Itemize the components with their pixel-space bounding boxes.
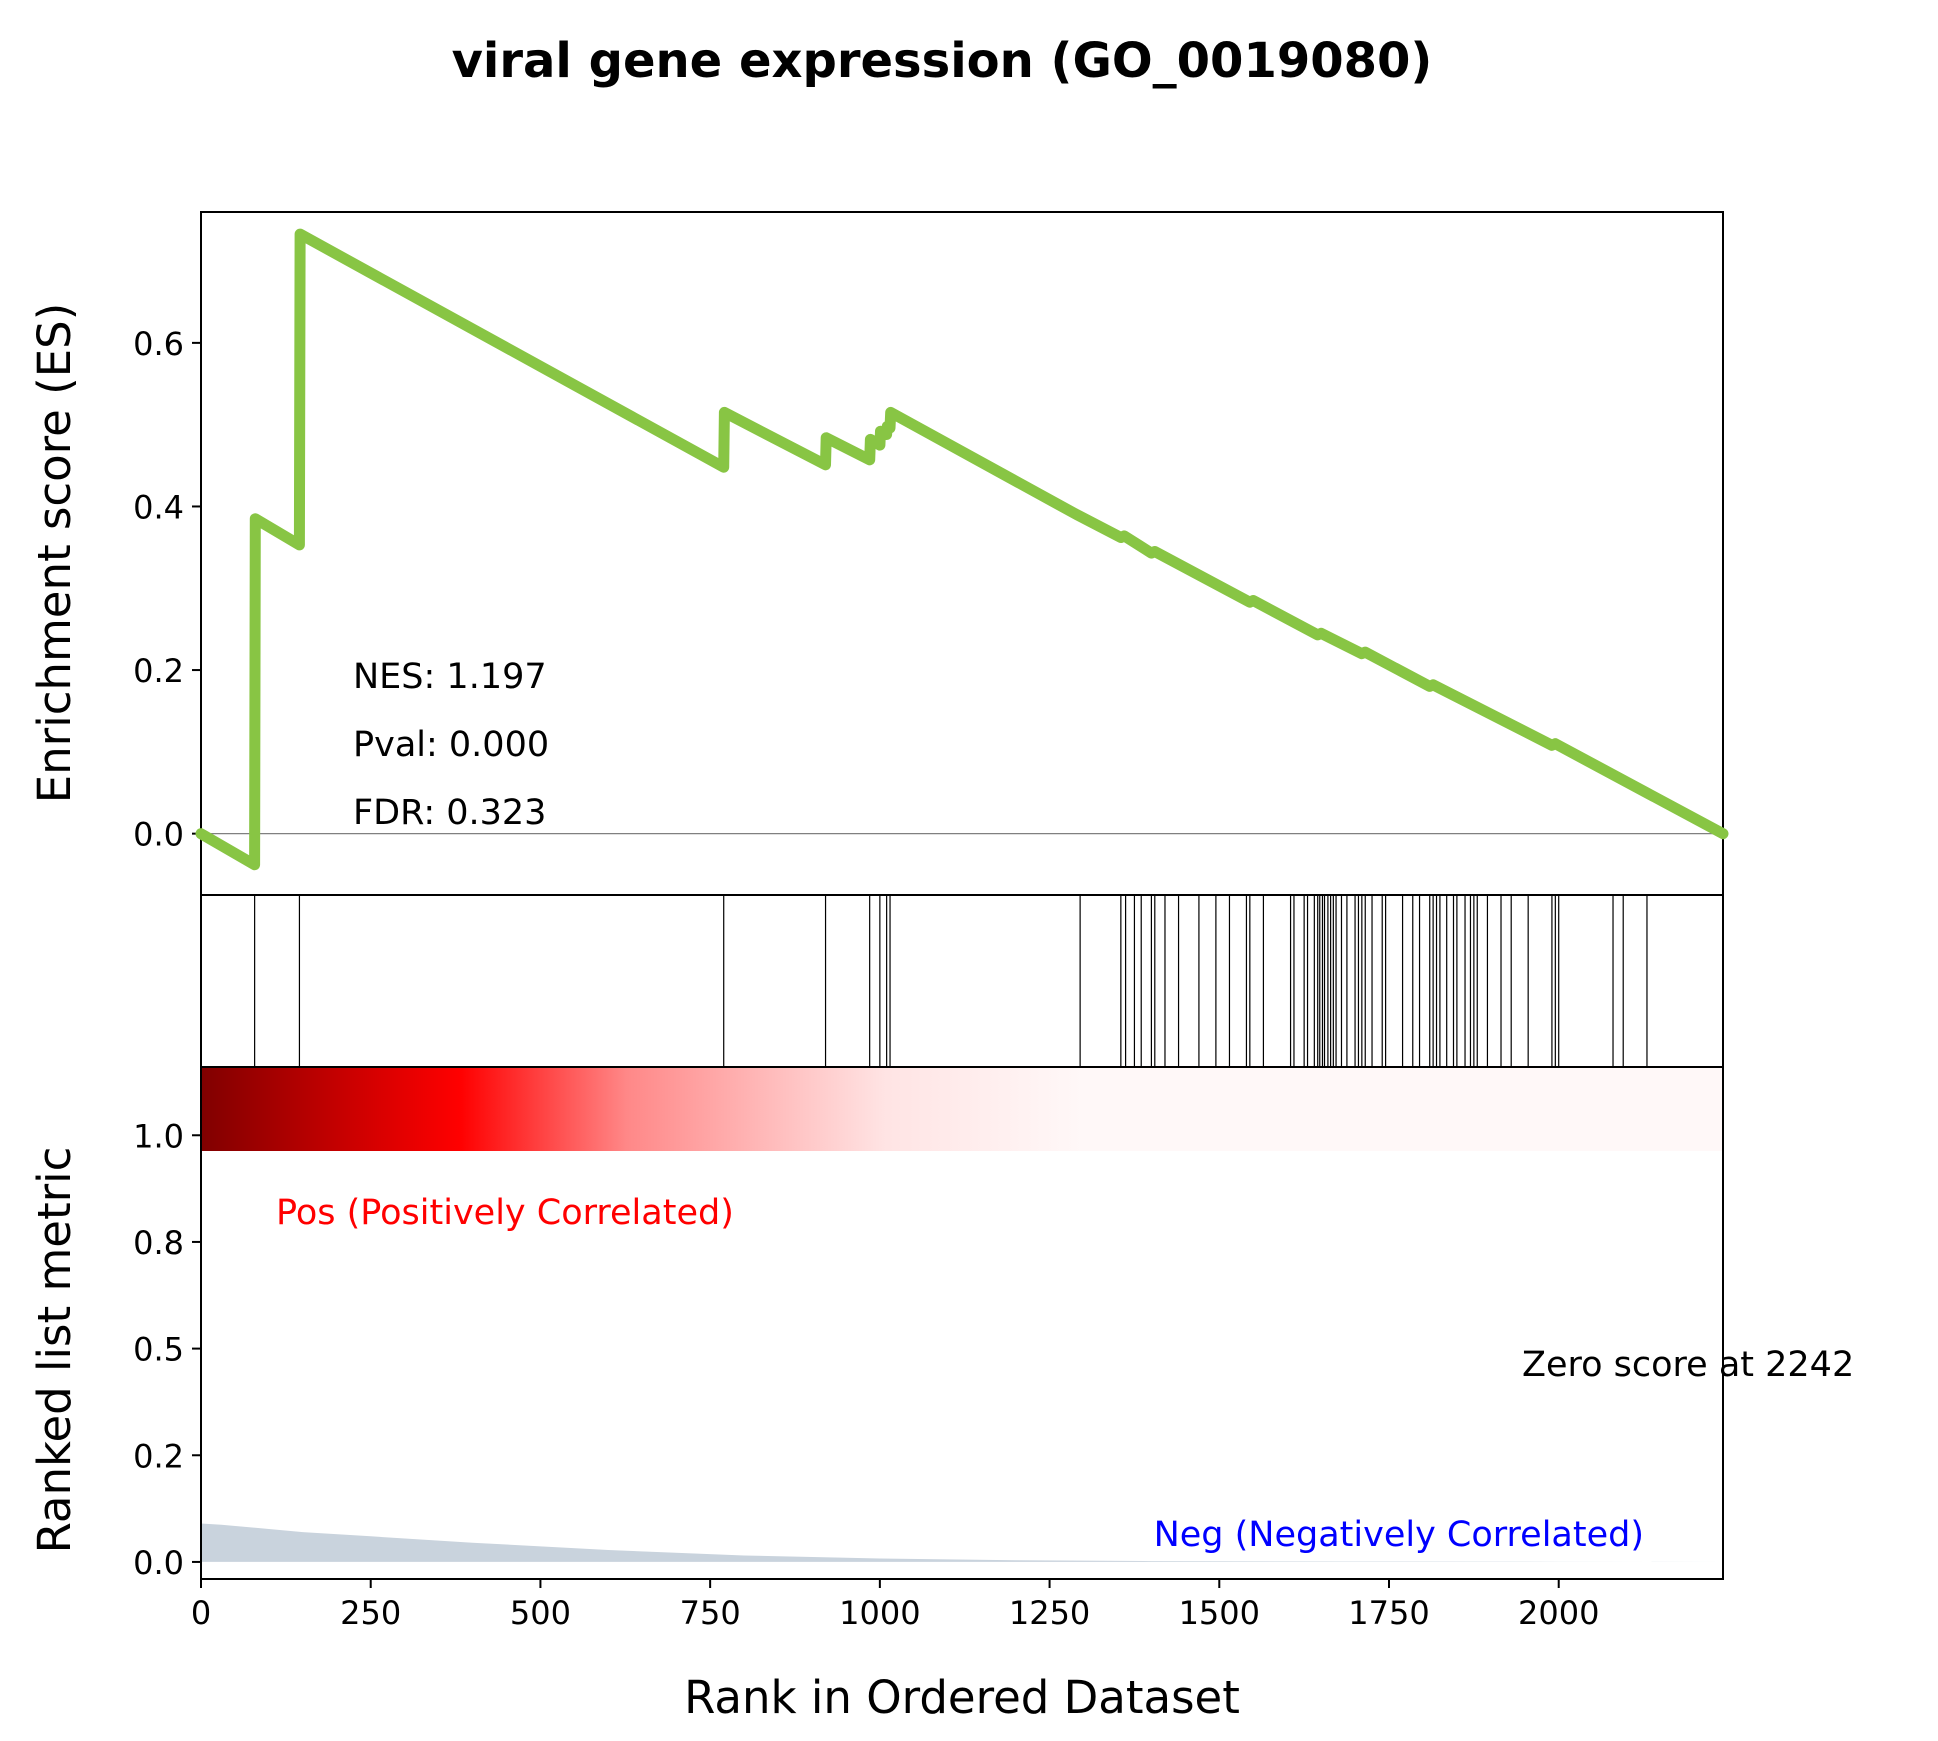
hits-panel-frame (200, 894, 1724, 1068)
x-axis-label: Rank in Ordered Dataset (684, 1671, 1240, 1724)
es-running-sum-line (195, 228, 1729, 871)
chart-title: viral gene expression (GO_0019080) (452, 33, 1433, 89)
x-tick-label: 500 (510, 1594, 571, 1632)
x-tick-label: 0 (191, 1594, 211, 1632)
es-y-tick-label: 0.4 (133, 488, 184, 526)
rank-y-ticks: 0.0 0.2 0.5 0.8 1.0 (133, 1117, 201, 1582)
es-stat-fdr: FDR: 0.323 (353, 793, 546, 833)
ranked-metric-area (201, 1523, 1723, 1562)
x-tick-label: 1250 (1009, 1594, 1090, 1632)
x-tick-label: 250 (340, 1594, 401, 1632)
es-stat-pval: Pval: 0.000 (353, 725, 549, 765)
es-y-tick-label: 0.0 (133, 816, 184, 854)
rank-y-tick-label: 1.0 (133, 1117, 184, 1155)
rank-panel-frame (200, 1066, 1724, 1580)
rank-y-tick-label: 0.5 (133, 1331, 184, 1369)
x-tick-label: 1750 (1348, 1594, 1429, 1632)
es-y-tick-label: 0.6 (133, 325, 184, 363)
rank-y-axis-label: Ranked list metric (28, 1147, 81, 1554)
x-tick-label: 1500 (1179, 1594, 1260, 1632)
enrichment-score-panel: 0.0 0.2 0.4 0.6 NES: 1.197 Pval: 0.000 FDR:… (28, 211, 1729, 896)
ranked-metric-panel: 0.0 0.2 0.5 0.8 1.0 Pos (Positively Correlat… (28, 1066, 1854, 1582)
zero-score-label: Zero score at 2242 (1522, 1345, 1854, 1385)
gene-hits-panel (200, 894, 1724, 1068)
x-tick-label: 750 (680, 1594, 741, 1632)
rank-y-tick-label: 0.8 (133, 1224, 184, 1262)
negative-correlation-label: Neg (Negatively Correlated) (1154, 1515, 1644, 1555)
hit-marks (254, 895, 1648, 1067)
rank-y-tick-label: 0.2 (133, 1437, 184, 1475)
es-y-ticks: 0.0 0.2 0.4 0.6 (133, 325, 201, 854)
x-axis-ticks: 0 250 500 750 1000 1250 1500 1750 2000 (191, 1579, 1599, 1632)
es-y-axis-label: Enrichment score (ES) (28, 303, 81, 804)
rank-y-tick-label: 0.0 (133, 1544, 184, 1582)
rank-colorbar (201, 1067, 1723, 1151)
es-y-tick-label: 0.2 (133, 652, 184, 690)
x-tick-label: 1000 (839, 1594, 920, 1632)
positive-correlation-label: Pos (Positively Correlated) (276, 1193, 734, 1233)
x-tick-label: 2000 (1518, 1594, 1599, 1632)
es-stat-nes: NES: 1.197 (353, 657, 547, 697)
